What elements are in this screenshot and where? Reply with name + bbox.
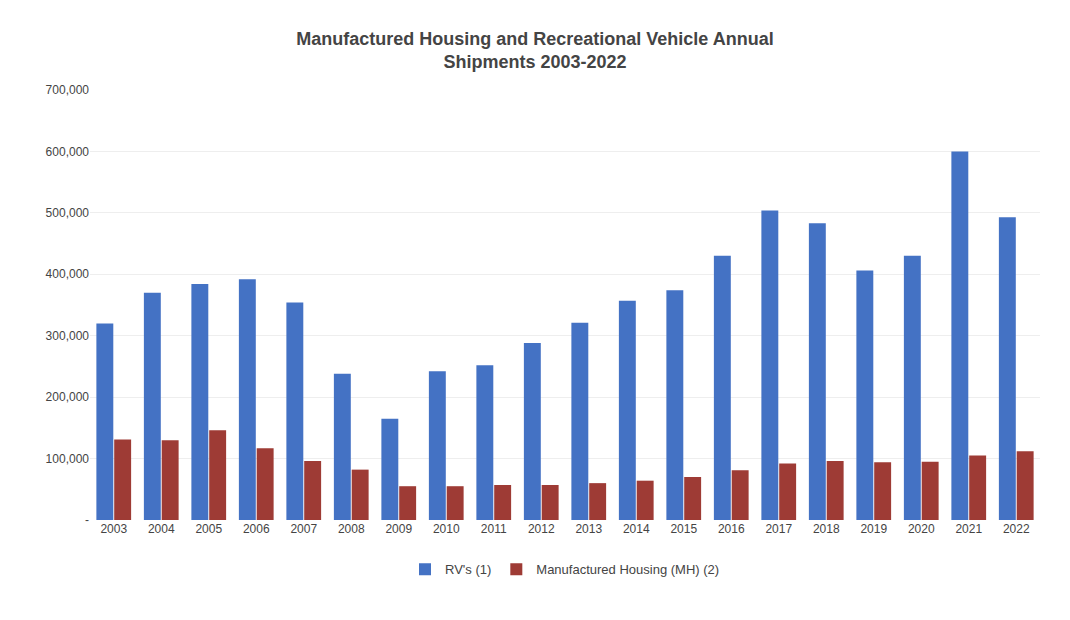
svg-text:2003: 2003 [100, 522, 127, 536]
svg-text:500,000: 500,000 [46, 206, 90, 220]
svg-text:400,000: 400,000 [46, 267, 90, 281]
svg-text:2004: 2004 [148, 522, 175, 536]
svg-text:Manufactured Housing and Recre: Manufactured Housing and Recreational Ve… [296, 29, 773, 72]
svg-text:2019: 2019 [860, 522, 887, 536]
svg-text:-: - [85, 513, 89, 527]
svg-text:2010: 2010 [433, 522, 460, 536]
svg-text:Manufactured Housing (MH) (2): Manufactured Housing (MH) (2) [536, 562, 719, 577]
svg-text:2013: 2013 [575, 522, 602, 536]
svg-text:300,000: 300,000 [46, 329, 90, 343]
svg-text:600,000: 600,000 [46, 145, 90, 159]
svg-text:2015: 2015 [670, 522, 697, 536]
svg-text:2008: 2008 [338, 522, 365, 536]
svg-text:2022: 2022 [1003, 522, 1030, 536]
svg-text:2020: 2020 [908, 522, 935, 536]
svg-text:2014: 2014 [623, 522, 650, 536]
svg-text:200,000: 200,000 [46, 390, 90, 404]
svg-text:2016: 2016 [718, 522, 745, 536]
svg-text:100,000: 100,000 [46, 452, 90, 466]
svg-text:2012: 2012 [528, 522, 555, 536]
svg-text:2005: 2005 [195, 522, 222, 536]
svg-text:2018: 2018 [813, 522, 840, 536]
svg-text:RV's (1): RV's (1) [445, 562, 491, 577]
svg-text:2021: 2021 [955, 522, 982, 536]
svg-text:2017: 2017 [765, 522, 792, 536]
svg-text:700,000: 700,000 [46, 83, 90, 97]
svg-text:2007: 2007 [290, 522, 317, 536]
svg-text:2011: 2011 [481, 522, 507, 536]
svg-text:2006: 2006 [243, 522, 270, 536]
svg-text:2009: 2009 [385, 522, 412, 536]
